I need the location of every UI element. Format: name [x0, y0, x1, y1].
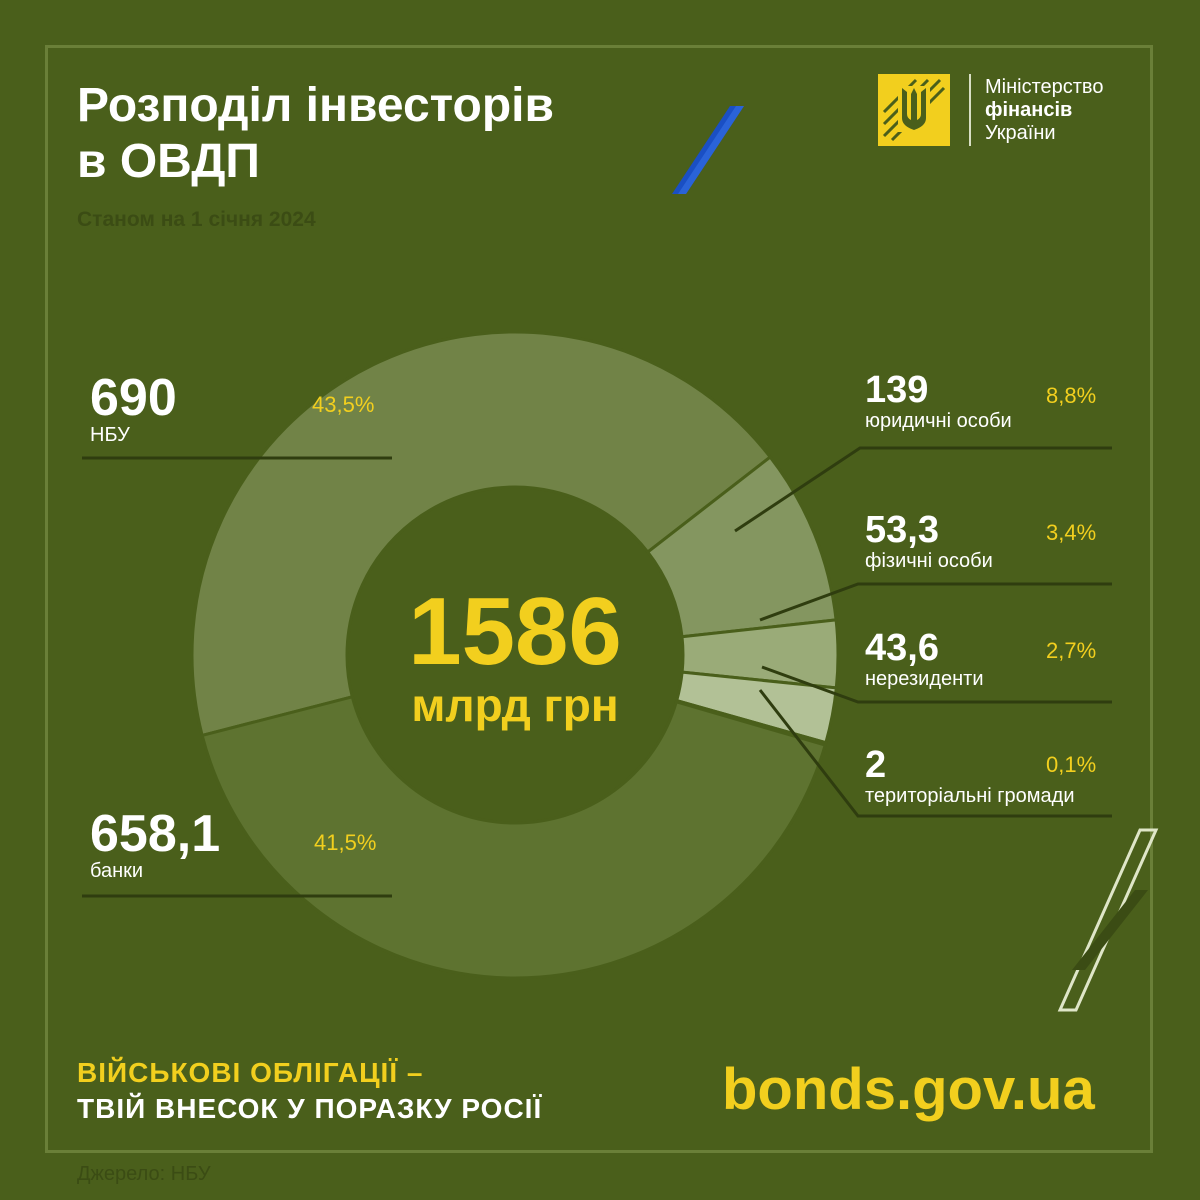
date-subtitle: Станом на 1 січня 2024: [77, 208, 316, 231]
ministry-name-line-1: Міністерство: [985, 76, 1104, 98]
trident-emblem-icon: [882, 78, 946, 142]
label-individuals: 53,3 фізичні особи: [865, 510, 993, 572]
ministry-name: Міністерство фінансів України: [985, 76, 1103, 145]
logo-divider: [969, 74, 971, 146]
blue-stripe-icon: [672, 106, 744, 194]
label-legal: 139 юридичні особи: [865, 370, 1012, 432]
pct-banks: 41,5%: [314, 830, 377, 855]
label-communities: 2 територіальні громади: [865, 745, 1075, 807]
slice-nbu: [190, 330, 773, 738]
leader-legal: [734, 446, 1112, 533]
slice-banks: [200, 695, 828, 980]
pct-individuals: 3,4%: [1046, 520, 1097, 545]
page-frame: [45, 45, 1153, 1153]
ministry-name-line-2: фінансів: [985, 99, 1073, 121]
value-banks: 658,1: [90, 805, 221, 863]
label-nonresidents: 43,6 нерезиденти: [865, 628, 984, 690]
leader-individuals: [759, 582, 1112, 622]
pct-nbu: 43,5%: [312, 392, 375, 417]
value-nonresidents: 43,6: [865, 627, 939, 669]
leader-nonresidents: [761, 665, 1112, 704]
name-nonresidents: нерезиденти: [865, 668, 984, 690]
page-title: Розподіл інвесторів в ОВДП: [77, 78, 677, 190]
value-legal: 139: [865, 369, 929, 411]
name-communities: територіальні громади: [865, 785, 1075, 807]
ministry-logo: [878, 74, 950, 146]
pct-legal: 8,8%: [1046, 383, 1097, 408]
name-nbu: НБУ: [90, 424, 130, 446]
pct-nonresidents: 2,7%: [1046, 638, 1097, 663]
slogan-line-2: ТВІЙ ВНЕСОК У ПОРАЗКУ РОСІЇ: [77, 1093, 543, 1124]
slogan-line-1: ВІЙСЬКОВІ ОБЛІГАЦІЇ –: [77, 1057, 424, 1088]
value-individuals: 53,3: [865, 509, 939, 551]
total-value: 1586: [408, 578, 622, 685]
total-unit: млрд грн: [411, 679, 619, 731]
name-individuals: фізичні особи: [865, 550, 993, 572]
value-communities: 2: [865, 744, 887, 786]
source-note: Джерело: НБУ: [77, 1163, 211, 1185]
title-line-2: в ОВДП: [77, 135, 260, 188]
title-line-1: Розподіл інвесторів: [77, 79, 554, 132]
label-banks: 658,1 банки: [90, 808, 220, 882]
website-link[interactable]: bonds.gov.ua: [722, 1057, 1095, 1122]
label-nbu: 690 НБУ: [90, 372, 177, 446]
value-nbu: 690: [90, 369, 177, 427]
decorative-stripe-icon: [1057, 828, 1159, 1012]
ministry-name-line-3: України: [985, 122, 1056, 144]
name-legal: юридичні особи: [865, 410, 1012, 432]
leader-communities: [758, 689, 1112, 818]
pct-communities: 0,1%: [1046, 752, 1097, 777]
name-banks: банки: [90, 860, 144, 882]
slogan: ВІЙСЬКОВІ ОБЛІГАЦІЇ – ТВІЙ ВНЕСОК У ПОРА…: [77, 1055, 542, 1127]
